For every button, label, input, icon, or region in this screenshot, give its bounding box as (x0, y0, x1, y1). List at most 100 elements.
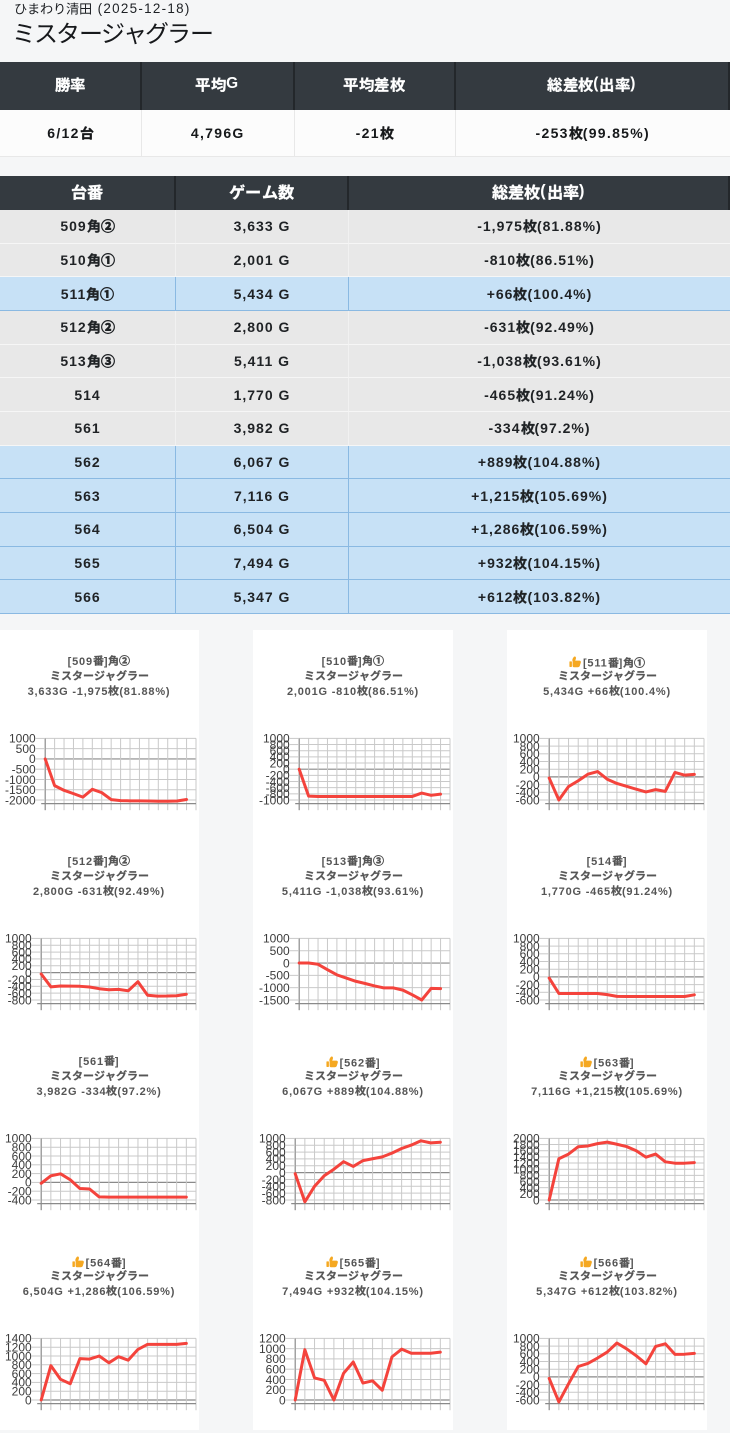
svg-text:800: 800 (266, 1352, 286, 1366)
svg-text:-400: -400 (516, 986, 540, 1000)
svg-text:-400: -400 (262, 1180, 286, 1194)
svg-text:1800: 1800 (513, 1138, 540, 1152)
svg-text:0: 0 (283, 763, 290, 777)
svg-text:400: 400 (12, 1158, 32, 1172)
svg-text:500: 500 (270, 944, 290, 958)
svg-text:1000: 1000 (513, 932, 540, 946)
svg-text:-200: -200 (516, 1378, 540, 1392)
svg-text:-1500: -1500 (5, 783, 36, 797)
svg-text:-600: -600 (262, 1186, 286, 1200)
svg-text:1000: 1000 (9, 732, 36, 746)
svg-text:200: 200 (266, 1383, 286, 1397)
svg-text:400: 400 (266, 1152, 286, 1166)
svg-text:0: 0 (25, 1393, 32, 1407)
svg-text:-200: -200 (262, 1173, 286, 1187)
svg-text:400: 400 (520, 1355, 540, 1369)
svg-text:0: 0 (533, 970, 540, 984)
svg-text:1000: 1000 (259, 1132, 286, 1146)
svg-text:200: 200 (12, 959, 32, 973)
svg-text:1200: 1200 (5, 1341, 32, 1355)
svg-text:-500: -500 (12, 763, 36, 777)
svg-text:0: 0 (533, 1193, 540, 1207)
svg-text:400: 400 (520, 755, 540, 769)
svg-text:-200: -200 (8, 1185, 32, 1199)
svg-text:0: 0 (25, 966, 32, 980)
svg-text:200: 200 (12, 1167, 32, 1181)
svg-text:800: 800 (12, 1141, 32, 1155)
svg-text:800: 800 (520, 939, 540, 953)
svg-text:-1000: -1000 (259, 793, 290, 807)
svg-text:400: 400 (266, 1373, 286, 1387)
svg-text:2000: 2000 (513, 1132, 540, 1146)
svg-text:-200: -200 (266, 769, 290, 783)
svg-text:400: 400 (270, 750, 290, 764)
svg-text:400: 400 (12, 952, 32, 966)
svg-text:1000: 1000 (513, 1163, 540, 1177)
svg-text:-600: -600 (8, 986, 32, 1000)
svg-text:1200: 1200 (513, 1156, 540, 1170)
svg-text:0: 0 (279, 1166, 286, 1180)
svg-text:200: 200 (520, 963, 540, 977)
svg-text:1000: 1000 (5, 1132, 32, 1146)
svg-text:400: 400 (520, 1181, 540, 1195)
svg-text:-800: -800 (8, 993, 32, 1007)
svg-text:-400: -400 (266, 775, 290, 789)
svg-text:400: 400 (520, 955, 540, 969)
svg-text:0: 0 (25, 1176, 32, 1190)
svg-text:500: 500 (16, 742, 36, 756)
svg-text:-1500: -1500 (259, 993, 290, 1007)
svg-text:1400: 1400 (5, 1332, 32, 1346)
svg-text:1400: 1400 (513, 1150, 540, 1164)
svg-text:800: 800 (266, 1139, 286, 1153)
svg-text:600: 600 (266, 1145, 286, 1159)
svg-text:-600: -600 (516, 793, 540, 807)
svg-text:800: 800 (12, 1358, 32, 1372)
svg-text:0: 0 (533, 770, 540, 784)
svg-text:-600: -600 (516, 1393, 540, 1407)
svg-text:-400: -400 (516, 1386, 540, 1400)
svg-text:800: 800 (520, 1169, 540, 1183)
svg-text:-1000: -1000 (259, 981, 290, 995)
svg-text:-400: -400 (8, 1193, 32, 1207)
svg-text:-400: -400 (8, 980, 32, 994)
svg-text:-2000: -2000 (5, 793, 36, 807)
svg-text:1000: 1000 (513, 732, 540, 746)
svg-text:600: 600 (520, 1347, 540, 1361)
svg-text:200: 200 (270, 756, 290, 770)
svg-text:1000: 1000 (259, 1342, 286, 1356)
svg-text:1000: 1000 (263, 932, 290, 946)
svg-text:0: 0 (283, 956, 290, 970)
svg-text:-600: -600 (516, 993, 540, 1007)
svg-text:600: 600 (266, 1363, 286, 1377)
svg-text:200: 200 (520, 1187, 540, 1201)
svg-text:800: 800 (12, 939, 32, 953)
svg-text:-200: -200 (516, 978, 540, 992)
svg-text:600: 600 (12, 945, 32, 959)
svg-text:-600: -600 (266, 781, 290, 795)
svg-text:600: 600 (520, 1175, 540, 1189)
svg-text:-200: -200 (516, 778, 540, 792)
svg-text:1200: 1200 (259, 1332, 286, 1346)
svg-text:600: 600 (12, 1149, 32, 1163)
svg-text:600: 600 (270, 744, 290, 758)
svg-text:1600: 1600 (513, 1144, 540, 1158)
svg-text:600: 600 (520, 747, 540, 761)
svg-text:1000: 1000 (5, 932, 32, 946)
svg-text:800: 800 (520, 1339, 540, 1353)
svg-text:200: 200 (12, 1385, 32, 1399)
svg-text:800: 800 (520, 739, 540, 753)
svg-text:-1000: -1000 (5, 773, 36, 787)
svg-text:200: 200 (266, 1159, 286, 1173)
svg-text:-800: -800 (262, 1193, 286, 1207)
svg-text:0: 0 (29, 752, 36, 766)
svg-text:-400: -400 (516, 786, 540, 800)
svg-text:0: 0 (279, 1393, 286, 1407)
svg-text:1000: 1000 (263, 732, 290, 746)
svg-text:400: 400 (12, 1376, 32, 1390)
svg-text:0: 0 (533, 1370, 540, 1384)
svg-text:600: 600 (520, 947, 540, 961)
svg-text:-800: -800 (266, 787, 290, 801)
svg-text:1000: 1000 (5, 1349, 32, 1363)
svg-text:-500: -500 (266, 969, 290, 983)
svg-text:-200: -200 (8, 973, 32, 987)
